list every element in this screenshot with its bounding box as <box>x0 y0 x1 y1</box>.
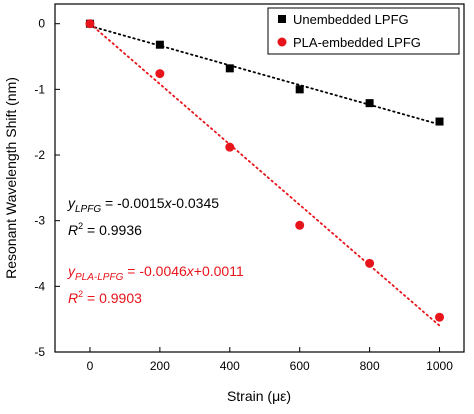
data-points <box>85 19 445 322</box>
y-tick-label-1: -1 <box>34 82 45 96</box>
point-s1-0 <box>85 19 95 29</box>
r2-sup: 2 <box>78 289 83 299</box>
x-tick-label-5: 1000 <box>426 359 453 373</box>
point-s1-5 <box>435 312 445 322</box>
eq1-rhs-prefix: = -0.0015 <box>101 195 165 211</box>
ticks-layer: 0 200 400 600 800 1000 0 -1 -2 -3 -4 -5 <box>34 17 453 373</box>
point-s0-5 <box>435 117 444 126</box>
fit-lines <box>89 22 441 327</box>
r1-value: = 0.9936 <box>83 222 142 238</box>
x-tick-label-0: 0 <box>87 359 94 373</box>
point-s1-1 <box>155 69 165 79</box>
x-tick-label-1: 200 <box>150 359 170 373</box>
y-tick-label-5: -5 <box>34 345 45 359</box>
point-s0-4 <box>365 99 374 108</box>
legend-box <box>267 7 460 55</box>
point-s1-2 <box>225 142 235 152</box>
legend-marker-unembedded <box>278 15 286 23</box>
y-tick-label-3: -3 <box>34 214 45 228</box>
r1-label: R <box>68 222 78 238</box>
point-s0-1 <box>155 40 164 49</box>
point-s1-4 <box>365 258 375 268</box>
r2-label: R <box>68 290 78 306</box>
eq1-subscript: LPFG <box>75 204 101 215</box>
r2-unembedded: R2 = 0.9936 <box>68 221 142 238</box>
eq2-rhs-suffix: +0.0011 <box>194 263 244 279</box>
r1-sup: 2 <box>78 221 83 231</box>
r2-value: = 0.9903 <box>83 290 142 306</box>
equation-unembedded: yLPFG = -0.0015x-0.0345 <box>67 195 219 215</box>
y-tick-label-2: -2 <box>34 148 45 162</box>
eq1-y-var: y <box>67 195 76 211</box>
eq1-rhs-suffix: -0.0345 <box>172 195 220 211</box>
legend: Unembedded LPFG PLA-embedded LPFG <box>267 7 460 55</box>
plot-frame <box>54 3 465 353</box>
fit-line-0 <box>89 25 441 126</box>
y-tick-label-4: -4 <box>34 279 45 293</box>
equation-pla: yPLA-LPFG = -0.0046x+0.0011 <box>67 263 244 283</box>
point-s0-3 <box>295 85 304 94</box>
y-axis-title: Resonant Wavelength Shift (nm) <box>3 77 19 279</box>
x-tick-label-4: 800 <box>360 359 380 373</box>
fit-equations: yLPFG = -0.0015x-0.0345 R2 = 0.9936 yPLA… <box>67 195 244 306</box>
fit-line-1 <box>89 22 441 327</box>
x-tick-label-3: 600 <box>290 359 310 373</box>
x-axis-title: Strain (με) <box>227 388 291 404</box>
eq2-rhs-prefix: = -0.0046 <box>123 263 187 279</box>
r2-pla: R2 = 0.9903 <box>68 289 142 306</box>
eq1-x-var: x <box>164 195 173 211</box>
x-tick-label-2: 400 <box>220 359 240 373</box>
eq2-subscript: PLA-LPFG <box>75 272 124 283</box>
y-tick-label-0: 0 <box>38 17 45 31</box>
point-s0-2 <box>225 64 234 73</box>
eq2-y-var: y <box>67 263 76 279</box>
point-s1-3 <box>295 220 305 230</box>
legend-marker-pla <box>277 37 287 47</box>
legend-label-pla: PLA-embedded LPFG <box>293 35 421 50</box>
legend-label-unembedded: Unembedded LPFG <box>293 12 409 27</box>
eq2-x-var: x <box>186 263 195 279</box>
